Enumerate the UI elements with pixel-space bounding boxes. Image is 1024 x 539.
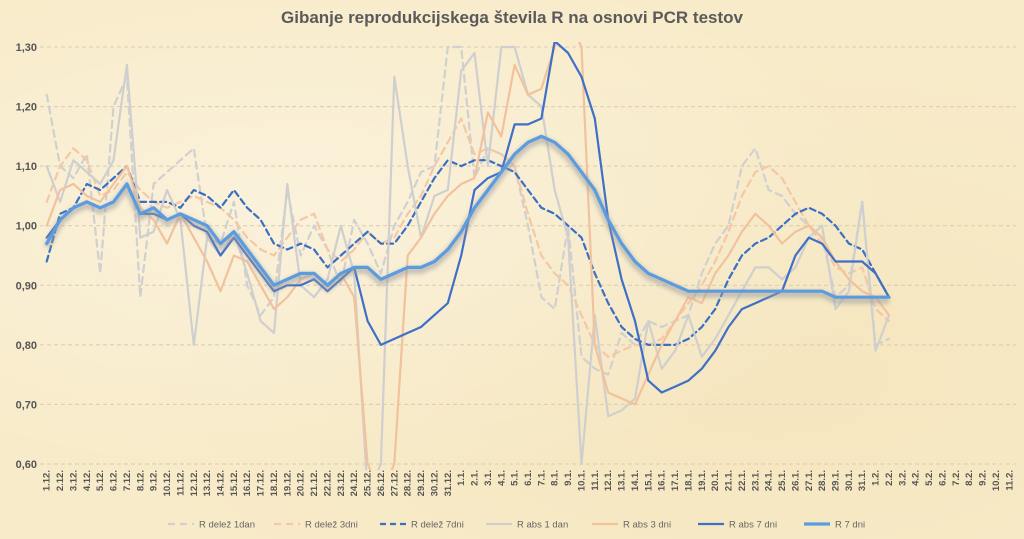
legend-label: R abs 3 dni [623, 520, 671, 531]
y-tick-label: 1,00 [16, 221, 37, 233]
x-tick-label: 25.12. [363, 470, 374, 496]
x-tick-label: 13.1. [617, 470, 628, 491]
x-tick-label: 1.1. [456, 470, 467, 486]
x-tick-label: 7.2. [951, 470, 962, 486]
series-line-5 [45, 42, 891, 470]
x-tick-label: 27.12. [389, 470, 400, 496]
x-tick-label: 28.1. [817, 470, 828, 491]
x-tick-label: 6.1. [523, 470, 534, 486]
x-tick-label: 6.2. [937, 470, 948, 486]
x-tick-label: 10.12. [162, 470, 173, 496]
x-tick-label: 20.1. [710, 470, 721, 491]
legend-label: R delež 1dan [199, 520, 255, 531]
x-tick-label: 30.1. [844, 470, 855, 491]
x-tick-label: 18.12. [269, 470, 280, 496]
x-tick-label: 23.12. [336, 470, 347, 496]
x-tick-label: 20.12. [296, 470, 307, 496]
x-tick-label: 29.12. [416, 470, 427, 496]
x-tick-label: 17.1. [670, 470, 681, 491]
x-tick-label: 29.1. [831, 470, 842, 491]
x-tick-label: 5.12. [95, 470, 106, 491]
x-tick-label: 9.2. [978, 470, 989, 486]
legend-label: R delež 7dni [411, 520, 464, 531]
x-tick-label: 4.1. [496, 470, 507, 486]
x-tick-label: 4.12. [82, 470, 93, 491]
x-tick-label: 7.1. [536, 470, 547, 486]
legend-label: R 7 dni [835, 520, 865, 531]
x-tick-label: 15.1. [643, 470, 654, 491]
x-tick-label: 26.1. [790, 470, 801, 491]
x-tick-label: 11.12. [175, 470, 186, 496]
legend-label: R delež 3dni [305, 520, 358, 531]
y-tick-label: 0,80 [16, 340, 37, 352]
x-tick-label: 31.1. [857, 470, 868, 491]
x-tick-label: 4.2. [911, 470, 922, 486]
x-tick-label: 2.12. [55, 470, 66, 491]
x-tick-label: 22.1. [737, 470, 748, 491]
x-tick-label: 7.12. [122, 470, 133, 491]
x-tick-label: 18.1. [683, 470, 694, 491]
x-tick-label: 12.1. [603, 470, 614, 491]
x-tick-label: 31.12. [443, 470, 454, 496]
x-tick-label: 21.1. [724, 470, 735, 491]
x-tick-label: 3.1. [483, 470, 494, 486]
series-line-1 [45, 45, 891, 376]
legend-label: R abs 7 dni [729, 520, 777, 531]
x-tick-label: 30.12. [429, 470, 440, 496]
x-tick-label: 23.1. [750, 470, 761, 491]
x-tick-label: 21.12. [309, 470, 320, 496]
x-tick-label: 27.1. [804, 470, 815, 491]
x-tick-label: 11.2. [1004, 470, 1015, 491]
y-tick-label: 1,20 [16, 102, 37, 114]
x-tick-label: 3.2. [897, 470, 908, 486]
y-tick-label: 0,70 [16, 399, 37, 411]
x-tick-label: 1.12. [42, 470, 53, 491]
y-tick-label: 1,30 [16, 42, 37, 54]
x-tick-label: 9.12. [149, 470, 160, 491]
x-tick-label: 12.12. [189, 470, 200, 496]
series-line-7 [45, 134, 891, 299]
y-tick-label: 0,60 [16, 459, 37, 471]
x-tick-label: 17.12. [256, 470, 267, 496]
x-tick-label: 22.12. [322, 470, 333, 496]
x-tick-label: 24.1. [764, 470, 775, 491]
x-tick-label: 1.2. [871, 470, 882, 486]
x-tick-label: 13.12. [202, 470, 213, 496]
x-tick-label: 5.1. [510, 470, 521, 486]
x-tick-label: 9.1. [563, 470, 574, 486]
x-tick-label: 10.1. [576, 470, 587, 491]
x-tick-label: 28.12. [403, 470, 414, 496]
chart-title: Gibanje reprodukcijskega števila R na os… [281, 8, 743, 27]
x-tick-label: 15.12. [229, 470, 240, 496]
series-line-2 [45, 117, 891, 358]
x-tick-label: 19.1. [697, 470, 708, 491]
x-tick-label: 24.12. [349, 470, 360, 496]
x-tick-label: 16.12. [242, 470, 253, 496]
x-tick-label: 2.2. [884, 470, 895, 486]
series-line-3 [45, 159, 891, 346]
x-tick-label: 8.2. [964, 470, 975, 486]
x-tick-label: 14.12. [215, 470, 226, 496]
x-tick-label: 5.2. [924, 470, 935, 486]
x-tick-label: 8.12. [135, 470, 146, 491]
x-tick-label: 19.12. [282, 470, 293, 496]
x-tick-label: 2.1. [470, 470, 481, 486]
x-tick-label: 14.1. [630, 470, 641, 491]
x-tick-label: 10.2. [991, 470, 1002, 491]
x-tick-label: 26.12. [376, 470, 387, 496]
series-line-4 [45, 45, 891, 470]
x-tick-label: 3.12. [68, 470, 79, 491]
x-tick-label: 6.12. [109, 470, 120, 491]
y-tick-label: 0,90 [16, 280, 37, 292]
y-tick-label: 1,10 [16, 161, 37, 173]
legend-label: R abs 1 dan [517, 520, 568, 531]
x-tick-label: 11.1. [590, 470, 601, 491]
x-tick-label: 25.1. [777, 470, 788, 491]
x-tick-label: 8.1. [550, 470, 561, 486]
x-tick-label: 16.1. [657, 470, 668, 491]
